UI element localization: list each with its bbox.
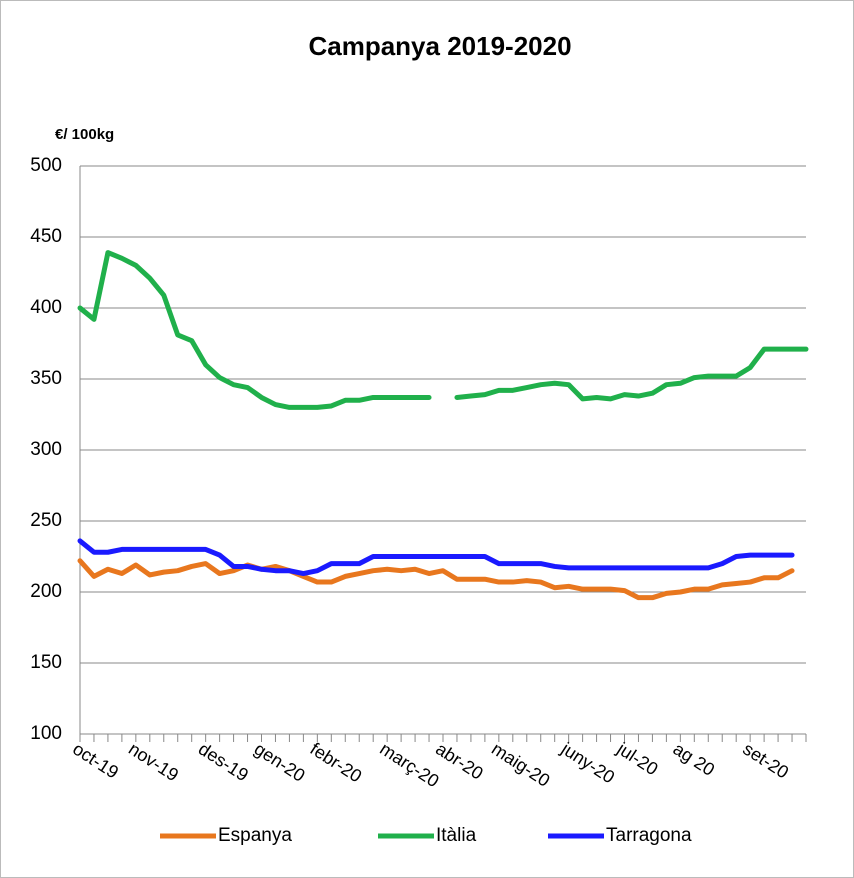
y-tick-label: 250 xyxy=(30,510,62,531)
legend-label: Espanya xyxy=(218,825,292,846)
y-tick-label: 500 xyxy=(30,155,62,176)
y-tick-label: 150 xyxy=(30,652,62,673)
line xyxy=(77,558,795,601)
y-tick-label: 350 xyxy=(30,368,62,389)
y-tick-label: 300 xyxy=(30,439,62,460)
y-tick-label: 450 xyxy=(30,226,62,247)
y-tick-label: 100 xyxy=(30,723,62,744)
line xyxy=(77,538,795,577)
y-axis-label: €/ 100kg xyxy=(55,126,114,143)
legend-label: Itàlia xyxy=(436,825,477,846)
y-tick-label: 200 xyxy=(30,581,62,602)
chart-title: Campanya 2019-2020 xyxy=(308,31,571,61)
legend-label: Tarragona xyxy=(606,825,692,846)
y-tick-label: 400 xyxy=(30,297,62,318)
line xyxy=(454,346,809,402)
line xyxy=(77,250,432,410)
